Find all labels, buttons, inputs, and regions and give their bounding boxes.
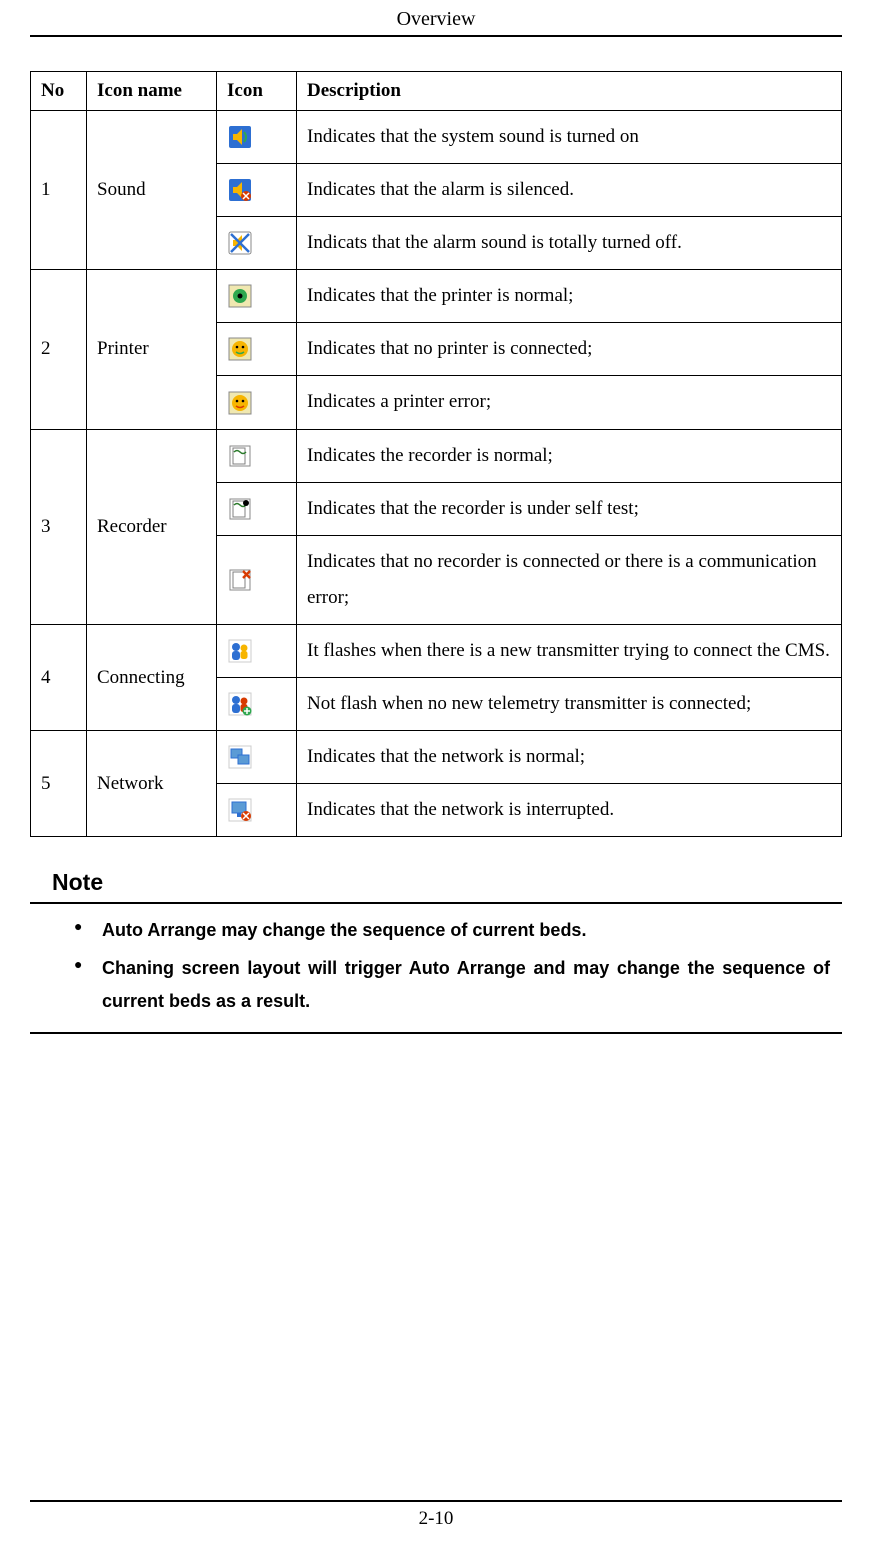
cell-icon [217,217,297,270]
cell-icon [217,624,297,677]
cell-icon-name: Network [87,731,217,837]
cell-icon-name: Recorder [87,429,217,624]
cell-icon [217,429,297,482]
cell-description: Indicates that the alarm is silenced. [297,164,842,217]
cell-icon [217,482,297,535]
note-bottom-rule [30,1032,842,1034]
table-row: 2PrinterIndicates that the printer is no… [31,270,842,323]
page: Overview No Icon name Icon Description 1… [0,0,872,1552]
cell-no: 4 [31,624,87,730]
printer-none-icon [227,336,253,362]
table-row: 1SoundIndicates that the system sound is… [31,111,842,164]
cell-no: 2 [31,270,87,429]
cell-icon [217,323,297,376]
cell-description: Indicates that the network is interrupte… [297,784,842,837]
cell-icon-name: Sound [87,111,217,270]
cell-icon [217,164,297,217]
recorder-test-icon [227,496,253,522]
printer-err-icon [227,390,253,416]
cell-icon [217,784,297,837]
sound-silenced-icon [227,177,253,203]
page-number: 2-10 [30,1508,842,1530]
cell-description: Not flash when no new telemetry transmit… [297,678,842,731]
cell-description: Indicates that the network is normal; [297,731,842,784]
net-ok-icon [227,744,253,770]
note-item: Auto Arrange may change the sequence of … [74,914,830,947]
net-down-icon [227,797,253,823]
recorder-ok-icon [227,443,253,469]
cell-description: Indicates the recorder is normal; [297,429,842,482]
cell-icon [217,678,297,731]
cell-no: 5 [31,731,87,837]
note-list: Auto Arrange may change the sequence of … [30,904,842,1032]
header-rule [30,35,842,37]
cell-description: It flashes when there is a new transmitt… [297,624,842,677]
cell-description: Indicats that the alarm sound is totally… [297,217,842,270]
recorder-err-icon [227,567,253,593]
cell-description: Indicates that the recorder is under sel… [297,482,842,535]
cell-no: 1 [31,111,87,270]
cell-description: Indicates that the system sound is turne… [297,111,842,164]
connect-new-icon [227,638,253,664]
table-row: 4ConnectingIt flashes when there is a ne… [31,624,842,677]
th-name: Icon name [87,72,217,111]
cell-icon-name: Printer [87,270,217,429]
sound-on-icon [227,124,253,150]
page-footer: 2-10 [30,1500,842,1530]
table-row: 5NetworkIndicates that the network is no… [31,731,842,784]
table-header-row: No Icon name Icon Description [31,72,842,111]
cell-icon [217,376,297,429]
cell-description: Indicates that no printer is connected; [297,323,842,376]
cell-icon-name: Connecting [87,624,217,730]
cell-icon [217,535,297,624]
cell-description: Indicates that no recorder is connected … [297,535,842,624]
icon-table: No Icon name Icon Description 1SoundIndi… [30,71,842,837]
th-icon: Icon [217,72,297,111]
table-row: 3RecorderIndicates the recorder is norma… [31,429,842,482]
connect-none-icon [227,691,253,717]
cell-icon [217,111,297,164]
cell-icon [217,270,297,323]
note-item: Chaning screen layout will trigger Auto … [74,952,830,1019]
cell-no: 3 [31,429,87,624]
cell-icon [217,731,297,784]
sound-off-icon [227,230,253,256]
th-desc: Description [297,72,842,111]
cell-description: Indicates that the printer is normal; [297,270,842,323]
page-header-title: Overview [30,0,842,35]
footer-rule [30,1500,842,1502]
cell-description: Indicates a printer error; [297,376,842,429]
note-heading: Note [52,869,842,896]
printer-ok-icon [227,283,253,309]
th-no: No [31,72,87,111]
